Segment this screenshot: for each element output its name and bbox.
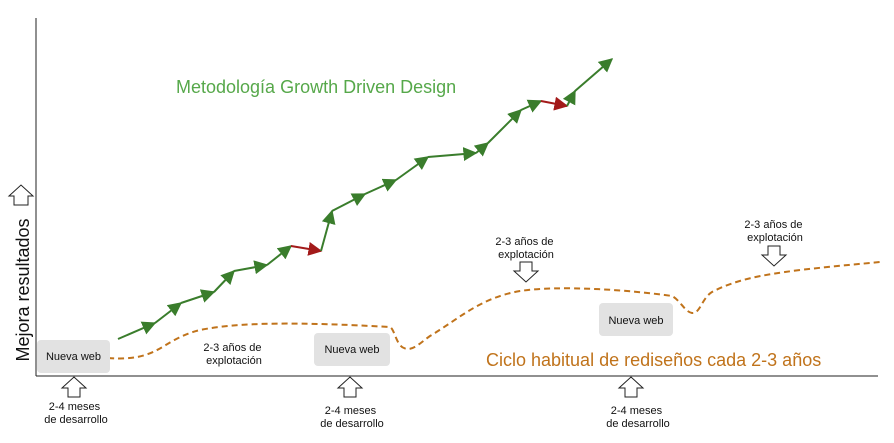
new-web-box-2: Nueva web — [314, 333, 390, 366]
gdd-growth-arrow — [266, 245, 293, 266]
gdd-growth-arrow — [154, 302, 183, 324]
gdd-growth-arrow — [180, 289, 216, 304]
up-arrow-icon — [336, 376, 364, 398]
gdd-arrows — [117, 58, 614, 340]
dev-note-2: 2-4 meses de desarrollo — [320, 405, 384, 430]
exploitation-note-1: 2-3 años de explotación — [203, 342, 264, 367]
cycle-title: Ciclo habitual de rediseños cada 2-3 año… — [486, 350, 821, 370]
new-web-label: Nueva web — [608, 315, 663, 327]
gdd-growth-arrow — [520, 99, 543, 113]
gdd-growth-arrow — [395, 156, 430, 181]
dev-note-3: 2-4 meses de desarrollo — [606, 405, 670, 430]
up-arrow-icon — [7, 184, 35, 206]
gdd-growth-arrow — [473, 142, 490, 157]
gdd-growth-arrow — [562, 89, 576, 107]
gdd-decline-arrow — [290, 242, 323, 256]
up-arrow-icon — [617, 376, 645, 398]
dev-note-1: 2-4 meses de desarrollo — [44, 401, 108, 426]
gdd-growth-arrow — [364, 178, 398, 195]
gdd-growth-arrow — [427, 147, 478, 162]
gdd-growth-arrow — [574, 58, 614, 92]
gdd-title: Metodología Growth Driven Design — [176, 77, 456, 97]
gdd-decline-arrow — [540, 96, 569, 111]
exploitation-note-2: 2-3 años de explotación — [495, 236, 556, 261]
new-web-label: Nueva web — [324, 344, 379, 356]
new-web-box-1: Nueva web — [37, 340, 110, 373]
down-arrow-icon — [512, 261, 540, 283]
down-arrow-icon — [760, 245, 788, 267]
gdd-growth-arrow — [213, 269, 235, 293]
gdd-growth-arrow — [117, 321, 157, 340]
y-axis-label: Mejora resultados — [13, 218, 33, 361]
new-web-box-3: Nueva web — [599, 303, 673, 336]
redesign-cycle-curve — [107, 261, 881, 360]
gdd-growth-arrow — [487, 109, 522, 144]
gdd-growth-arrow — [320, 209, 336, 252]
up-arrow-icon — [60, 376, 88, 398]
gdd-growth-arrow — [233, 260, 269, 275]
new-web-label: Nueva web — [46, 351, 101, 363]
exploitation-note-3: 2-3 años de explotación — [744, 219, 805, 244]
gdd-growth-arrow — [331, 193, 367, 212]
